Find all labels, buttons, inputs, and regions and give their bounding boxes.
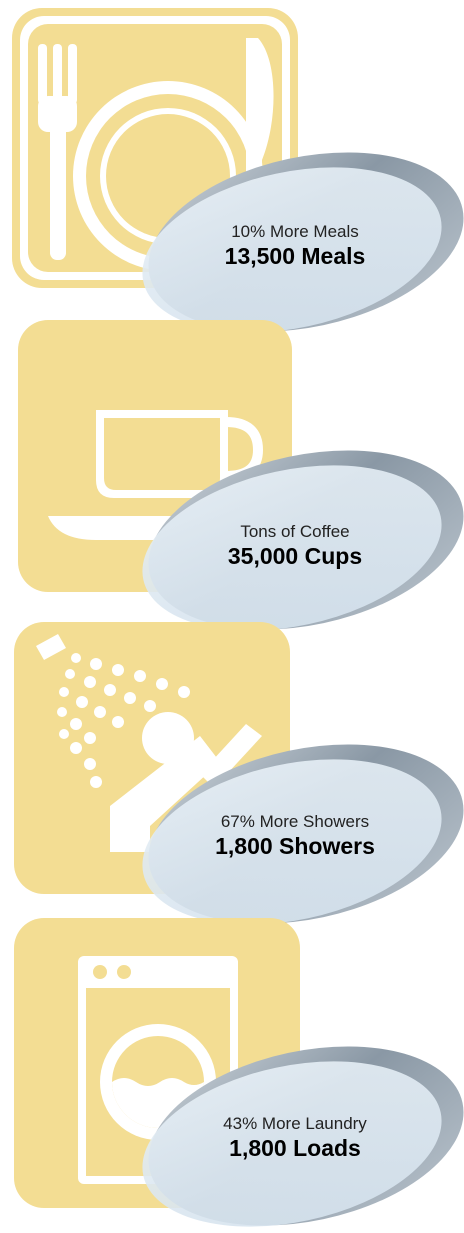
- stat-subtitle: 10% More Meals: [231, 222, 359, 241]
- stat-subtitle: Tons of Coffee: [240, 522, 350, 541]
- stat-label: 10% More Meals 13,500 Meals: [150, 222, 440, 270]
- stat-headline: 35,000 Cups: [227, 543, 363, 569]
- stat-label: Tons of Coffee 35,000 Cups: [150, 522, 440, 570]
- stat-label: 43% More Laundry 1,800 Loads: [150, 1114, 440, 1162]
- stat-panel-laundry: 43% More Laundry 1,800 Loads: [0, 918, 464, 1227]
- stat-subtitle: 67% More Showers: [220, 812, 370, 831]
- stat-panel-coffee: Tons of Coffee 35,000 Cups: [0, 312, 464, 631]
- stat-headline: 13,500 Meals: [224, 243, 366, 269]
- stat-headline: 1,800 Loads: [229, 1135, 361, 1161]
- stat-headline: 1,800 Showers: [215, 833, 375, 859]
- stat-panel-shower: 67% More Showers 1,800 Showers: [0, 616, 464, 925]
- stat-bubble: [142, 744, 464, 925]
- stat-bubble: [142, 1046, 464, 1227]
- stat-label: 67% More Showers 1,800 Showers: [150, 812, 440, 860]
- stat-subtitle: 43% More Laundry: [223, 1114, 367, 1133]
- stat-bubble: [142, 450, 464, 631]
- stat-bubble: [142, 152, 464, 333]
- stat-panel-meals: 10% More Meals 13,500 Meals: [0, 0, 464, 333]
